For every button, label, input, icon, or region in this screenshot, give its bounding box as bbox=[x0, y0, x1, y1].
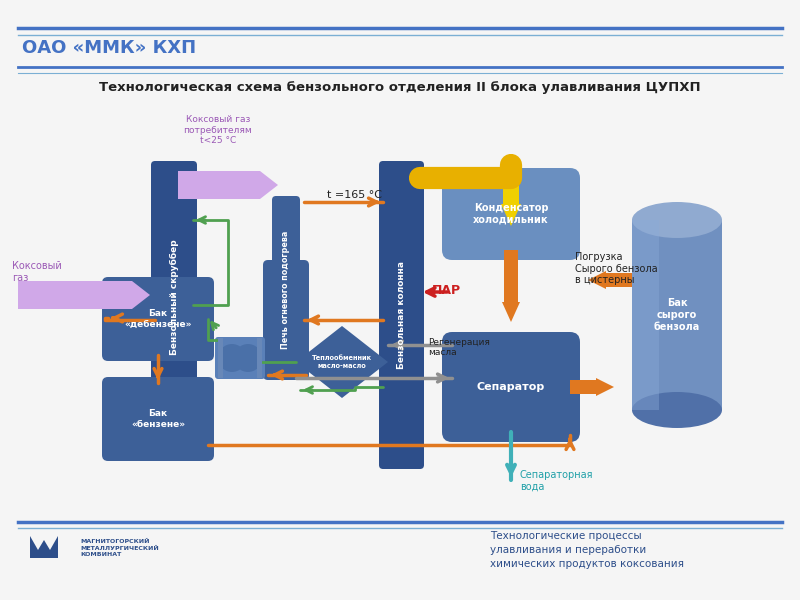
FancyBboxPatch shape bbox=[215, 337, 265, 379]
FancyBboxPatch shape bbox=[102, 377, 214, 461]
Text: Бензольная колонна: Бензольная колонна bbox=[397, 261, 406, 369]
Text: t =165 °C: t =165 °C bbox=[327, 190, 382, 200]
FancyArrow shape bbox=[18, 281, 150, 309]
FancyArrow shape bbox=[501, 165, 521, 226]
FancyBboxPatch shape bbox=[442, 168, 580, 260]
FancyBboxPatch shape bbox=[263, 260, 309, 380]
Bar bbox=[257, 338, 262, 378]
Text: ОАО «ММК» КХП: ОАО «ММК» КХП bbox=[22, 39, 196, 57]
Ellipse shape bbox=[632, 202, 722, 238]
Text: Регенерация
масла: Регенерация масла bbox=[428, 338, 490, 358]
Ellipse shape bbox=[632, 392, 722, 428]
Text: Технологическая схема бензольного отделения II блока улавливания ЦУПХП: Технологическая схема бензольного отделе… bbox=[99, 82, 701, 94]
FancyArrow shape bbox=[502, 250, 520, 322]
Text: МАГНИТОГОРСКИЙ
МЕТАЛЛУРГИЧЕСКИЙ
КОМБИНАТ: МАГНИТОГОРСКИЙ МЕТАЛЛУРГИЧЕСКИЙ КОМБИНАТ bbox=[80, 539, 158, 557]
Text: Погрузка
Сырого бензола
в цистерны: Погрузка Сырого бензола в цистерны bbox=[575, 252, 658, 285]
Text: Бензольный скруббер: Бензольный скруббер bbox=[170, 239, 178, 355]
Polygon shape bbox=[296, 326, 388, 398]
Text: Бак
«дебензене»: Бак «дебензене» bbox=[124, 310, 192, 329]
Text: Технологические процессы
улавливания и переработки
химических продуктов коксован: Технологические процессы улавливания и п… bbox=[490, 531, 684, 569]
Text: Коксовый
газ: Коксовый газ bbox=[12, 261, 62, 283]
FancyArrow shape bbox=[178, 171, 278, 199]
Circle shape bbox=[218, 344, 246, 372]
Text: Бак
сырого
бензола: Бак сырого бензола bbox=[654, 298, 700, 332]
FancyBboxPatch shape bbox=[442, 332, 580, 442]
FancyBboxPatch shape bbox=[102, 277, 214, 361]
Text: Конденсатор
холодильник: Конденсатор холодильник bbox=[473, 203, 549, 225]
FancyBboxPatch shape bbox=[379, 161, 424, 469]
FancyBboxPatch shape bbox=[151, 161, 197, 434]
Text: Коксовый газ
потребителям
t<25 °C: Коксовый газ потребителям t<25 °C bbox=[184, 115, 252, 145]
Bar bbox=[218, 338, 223, 378]
Text: Бак
«бензене»: Бак «бензене» bbox=[131, 409, 185, 428]
Bar bbox=[632, 220, 722, 410]
Text: Печь огневого подогрева: Печь огневого подогрева bbox=[282, 231, 290, 349]
FancyArrow shape bbox=[588, 271, 632, 289]
Text: Сепаратор: Сепаратор bbox=[477, 382, 545, 392]
Polygon shape bbox=[30, 536, 58, 558]
Text: ПАР: ПАР bbox=[432, 283, 461, 296]
Text: Теплообменник
масло-масло: Теплообменник масло-масло bbox=[312, 355, 372, 368]
Text: Сепараторная
вода: Сепараторная вода bbox=[520, 470, 594, 491]
FancyBboxPatch shape bbox=[272, 196, 300, 274]
Bar bbox=[632, 220, 659, 410]
FancyArrow shape bbox=[570, 378, 614, 396]
Circle shape bbox=[234, 344, 262, 372]
